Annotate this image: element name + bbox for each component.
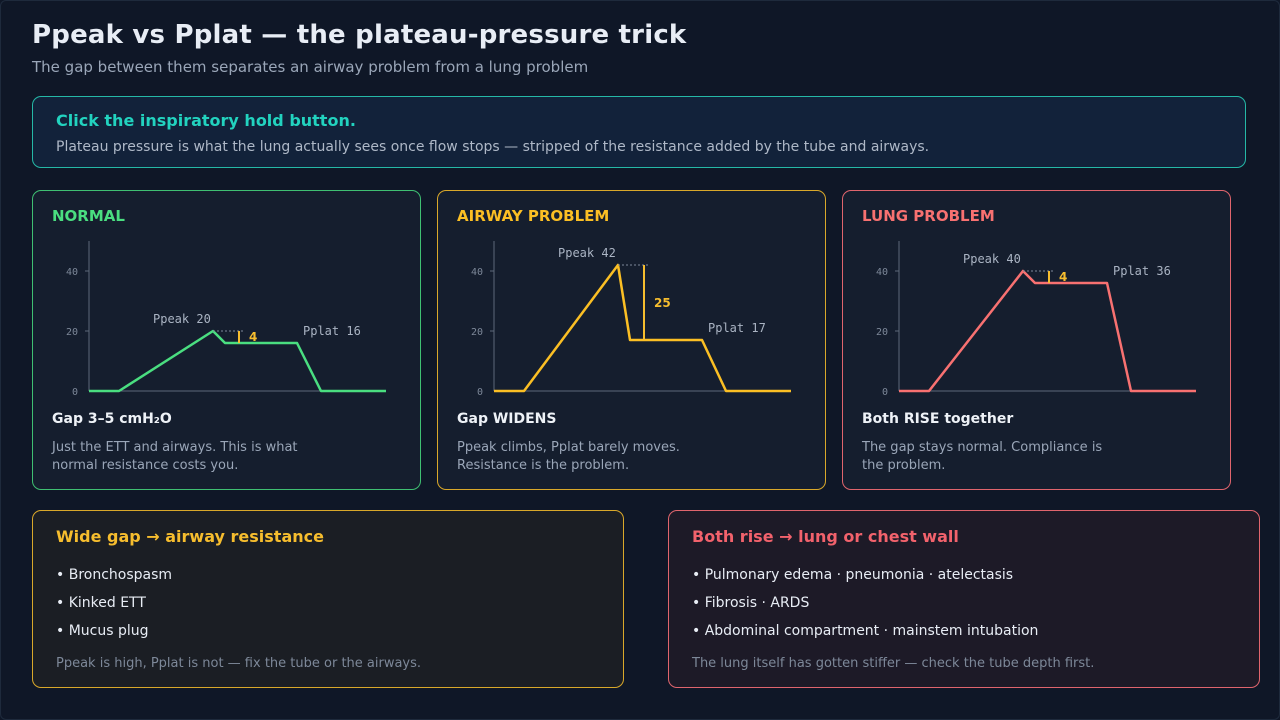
lung-causes-note: The lung itself has gotten stiffer — che… — [692, 656, 1095, 671]
list-item: • Abdominal compartment · mainstem intub… — [692, 623, 1039, 639]
airway-causes-note: Ppeak is high, Pplat is not — fix the tu… — [56, 656, 422, 671]
panel-normal: NORMAL 40 20 0 Ppeak 20 Pplat 16 4 Gap 3… — [32, 190, 421, 490]
page-subtitle: The gap between them separates an airway… — [32, 58, 589, 76]
pressure-waveform-line — [89, 329, 386, 393]
lung-causes-card: Both rise → lung or chest wall • Pulmona… — [668, 510, 1260, 688]
panel-description: Just the ETT and airways. This is what n… — [52, 440, 298, 473]
lung-causes-heading: Both rise → lung or chest wall — [692, 527, 959, 546]
page-title: Ppeak vs Pplat — the plateau-pressure tr… — [32, 20, 687, 50]
airway-causes-heading: Wide gap → airway resistance — [56, 527, 324, 546]
ppeak-label: Ppeak 40 — [963, 252, 1021, 266]
ppeak-label: Ppeak 20 — [153, 312, 211, 326]
panel-description: The gap stays normal. Compliance is the … — [862, 440, 1103, 473]
pplat-label: Pplat 36 — [1113, 264, 1171, 278]
panel-airway-problem: AIRWAY PROBLEM 40 20 0 Ppeak 42 Pplat 17… — [437, 190, 826, 490]
ppeak-label: Ppeak 42 — [558, 246, 616, 260]
list-item: • Kinked ETT — [56, 595, 146, 611]
list-item: • Pulmonary edema · pneumonia · atelecta… — [692, 567, 1014, 583]
gap-title: Gap WIDENS — [457, 411, 557, 427]
gap-title: Gap 3–5 cmH₂O — [52, 411, 172, 427]
pressure-waveform-airway: 40 20 0 Ppeak 42 Pplat 17 25 — [471, 241, 791, 398]
gap-title: Both RISE together — [862, 411, 1014, 427]
tick-label-20: 20 — [66, 327, 78, 338]
pressure-waveform-line — [899, 269, 1196, 393]
tick-label-20: 20 — [471, 327, 483, 338]
airway-causes-card: Wide gap → airway resistance • Bronchosp… — [32, 510, 624, 688]
instruction-banner: Click the inspiratory hold button. Plate… — [32, 96, 1246, 168]
airway-causes-list: • Bronchospasm • Kinked ETT • Mucus plug — [56, 561, 172, 645]
pplat-label: Pplat 17 — [708, 321, 766, 335]
gap-value: 4 — [1059, 270, 1067, 284]
tick-label-0: 0 — [72, 387, 78, 398]
list-item: • Fibrosis · ARDS — [692, 595, 810, 611]
list-item: • Bronchospasm — [56, 567, 173, 583]
panel-lung-problem: LUNG PROBLEM 40 20 0 Ppeak 40 Pplat 36 4… — [842, 190, 1231, 490]
banner-headline: Click the inspiratory hold button. — [56, 111, 356, 130]
tick-label-40: 40 — [471, 267, 483, 278]
gap-value: 4 — [249, 330, 257, 344]
tick-label-0: 0 — [882, 387, 888, 398]
tick-label-40: 40 — [66, 267, 78, 278]
panel-heading: AIRWAY PROBLEM — [457, 207, 610, 225]
banner-body: Plateau pressure is what the lung actual… — [56, 139, 930, 155]
gap-value: 25 — [654, 296, 671, 310]
panel-description: Ppeak climbs, Pplat barely moves. Resist… — [457, 440, 680, 473]
panel-heading: LUNG PROBLEM — [862, 207, 995, 225]
pplat-label: Pplat 16 — [303, 324, 361, 338]
pressure-waveform-normal: 40 20 0 Ppeak 20 Pplat 16 4 — [66, 241, 386, 398]
lung-causes-list: • Pulmonary edema · pneumonia · atelecta… — [692, 561, 1038, 645]
pressure-waveform-line — [494, 263, 791, 393]
panel-heading: NORMAL — [52, 207, 125, 225]
tick-label-0: 0 — [477, 387, 483, 398]
tick-label-20: 20 — [876, 327, 888, 338]
pressure-waveform-lung: 40 20 0 Ppeak 40 Pplat 36 4 — [876, 241, 1196, 398]
list-item: • Mucus plug — [56, 623, 149, 639]
tick-label-40: 40 — [876, 267, 888, 278]
